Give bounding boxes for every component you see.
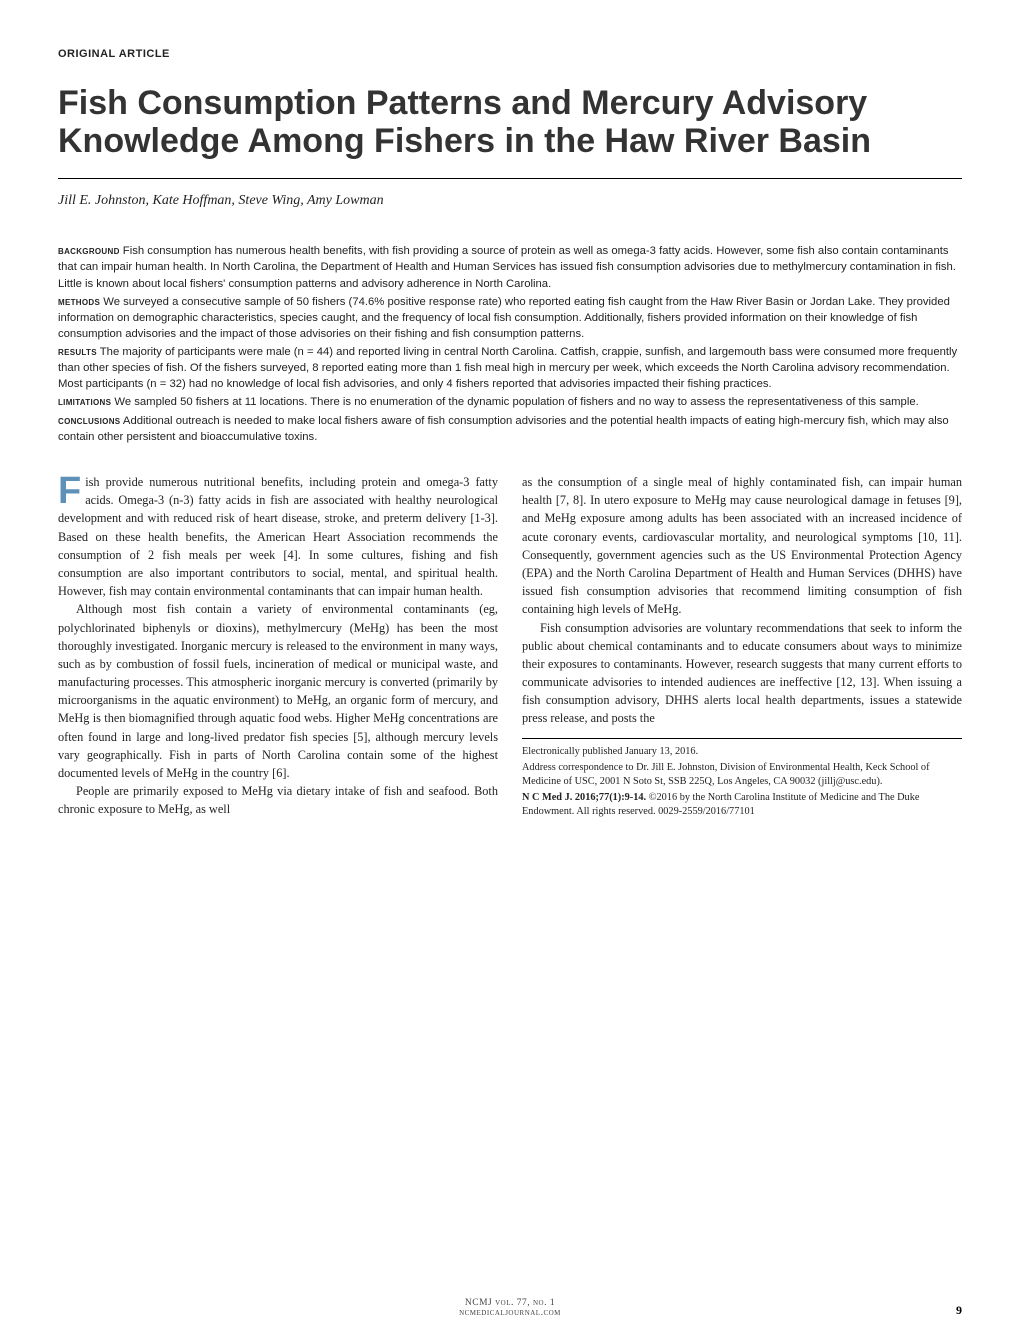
abstract-label: conclusions xyxy=(58,415,120,427)
abstract-results: results The majority of participants wer… xyxy=(58,344,962,392)
body-paragraph: Fish provide numerous nutritional benefi… xyxy=(58,473,498,600)
abstract-text: Additional outreach is needed to make lo… xyxy=(58,415,949,443)
abstract-text: We sampled 50 fishers at 11 locations. T… xyxy=(111,396,919,408)
dropcap: F xyxy=(58,473,85,507)
abstract-methods: methods We surveyed a consecutive sample… xyxy=(58,294,962,342)
article-type-label: ORIGINAL ARTICLE xyxy=(58,48,962,60)
abstract-conclusions: conclusions Additional outreach is neede… xyxy=(58,413,962,445)
abstract-text: Fish consumption has numerous health ben… xyxy=(58,245,956,289)
abstract-label: limitations xyxy=(58,396,111,408)
footnote: Electronically published January 13, 201… xyxy=(522,745,962,759)
abstract-text: The majority of participants were male (… xyxy=(58,346,957,390)
footnotes-block: Electronically published January 13, 201… xyxy=(522,738,962,820)
abstract-block: background Fish consumption has numerous… xyxy=(58,243,962,445)
abstract-label: background xyxy=(58,245,120,257)
abstract-background: background Fish consumption has numerous… xyxy=(58,243,962,291)
abstract-limitations: limitations We sampled 50 fishers at 11 … xyxy=(58,394,962,410)
body-paragraph: as the consumption of a single meal of h… xyxy=(522,473,962,619)
body-columns: Fish provide numerous nutritional benefi… xyxy=(58,473,962,820)
article-title: Fish Consumption Patterns and Mercury Ad… xyxy=(58,84,962,160)
body-text: ish provide numerous nutritional benefit… xyxy=(58,475,498,598)
footnote: N C Med J. 2016;77(1):9-14. ©2016 by the… xyxy=(522,791,962,819)
footer-volume: NCMJ vol. 77, no. 1 xyxy=(465,1298,555,1308)
abstract-text: We surveyed a consecutive sample of 50 f… xyxy=(58,296,950,340)
body-paragraph: Fish consumption advisories are voluntar… xyxy=(522,619,962,728)
title-rule xyxy=(58,178,962,179)
page-number: 9 xyxy=(956,1303,962,1318)
body-paragraph: People are primarily exposed to MeHg via… xyxy=(58,782,498,818)
body-paragraph: Although most fish contain a variety of … xyxy=(58,600,498,782)
footer-site: ncmedicaljournal.com xyxy=(459,1308,561,1318)
abstract-label: results xyxy=(58,346,97,358)
page-footer: NCMJ vol. 77, no. 1 ncmedicaljournal.com xyxy=(0,1298,1020,1318)
footnote: Address correspondence to Dr. Jill E. Jo… xyxy=(522,761,962,789)
author-list: Jill E. Johnston, Kate Hoffman, Steve Wi… xyxy=(58,193,962,209)
abstract-label: methods xyxy=(58,296,100,308)
footnote-citation: N C Med J. 2016;77(1):9-14. xyxy=(522,792,646,803)
